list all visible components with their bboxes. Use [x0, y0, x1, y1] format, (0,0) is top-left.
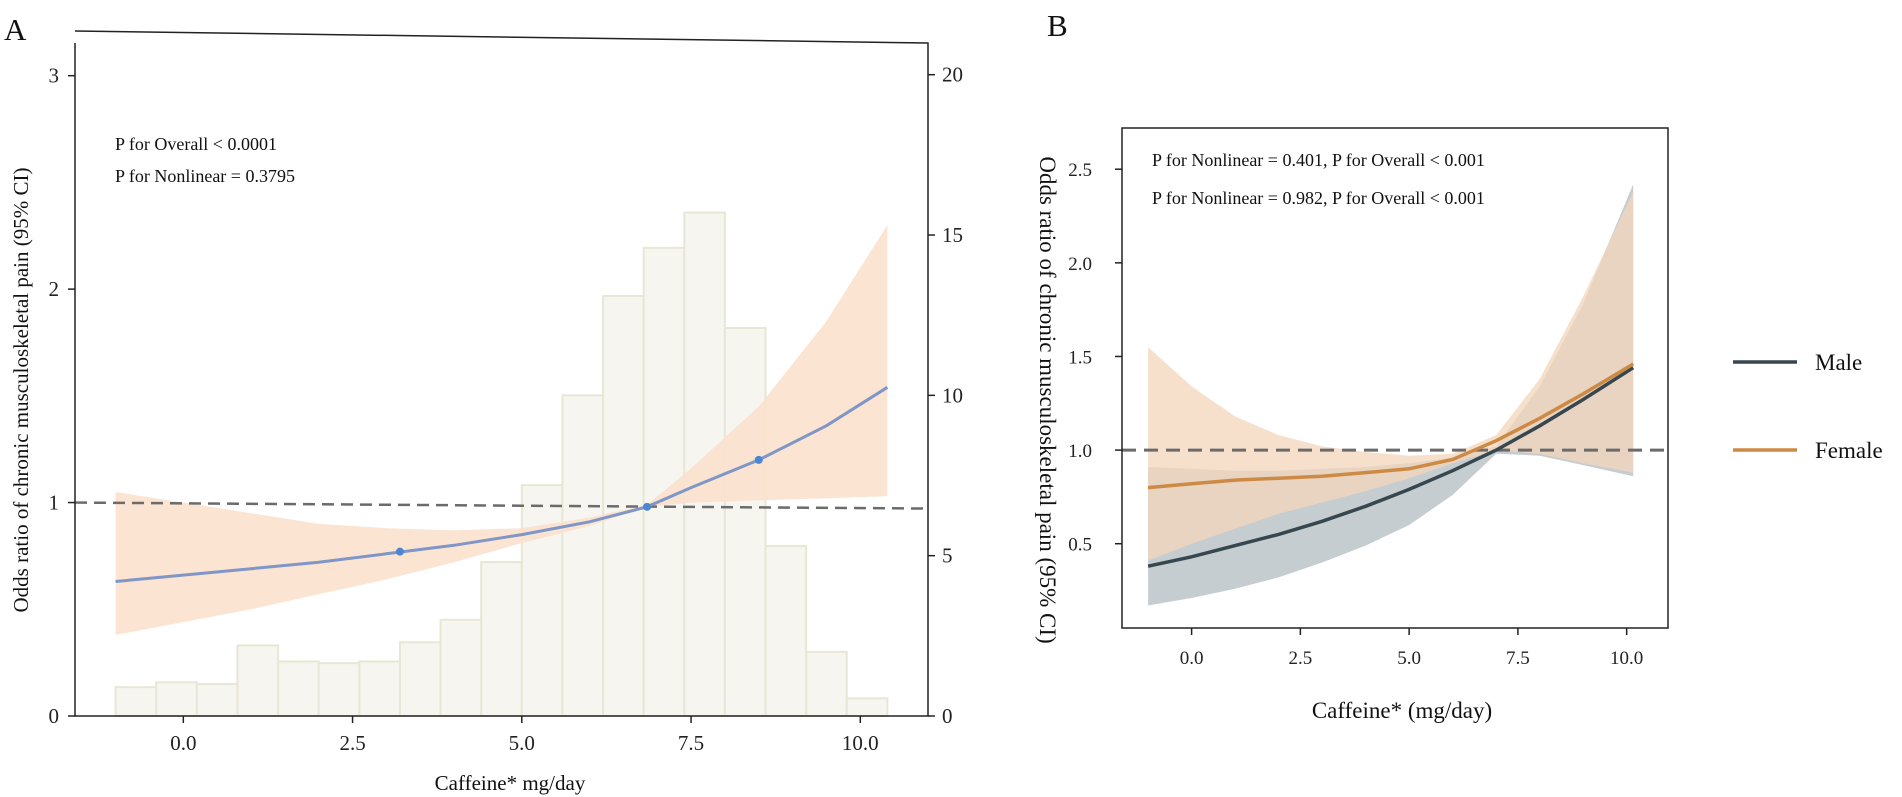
y-tick-label: 1 [49, 491, 60, 515]
panel-a-reference-line [74, 501, 929, 510]
panel-b: B 0.0 2.5 5.0 7.5 10.0 0.5 1.0 1.5 2.0 2.5 P for… [1035, 8, 1883, 723]
knot-point [754, 455, 763, 464]
histogram-bar [805, 650, 848, 717]
histogram-bar [845, 697, 889, 717]
histogram-bar [358, 660, 401, 718]
y-tick-label: 2 [49, 277, 60, 301]
panel-b-y-axis-label: Odds ratio of chronic musculoskeletal pa… [1035, 156, 1060, 643]
histogram-bar [277, 660, 320, 718]
histogram-bar [764, 545, 808, 717]
histogram-bar [723, 327, 767, 717]
series-line-female [1147, 362, 1635, 490]
series-line-male [1147, 366, 1635, 568]
panel-a-label: A [4, 12, 27, 47]
y2-tick-label: 10 [942, 383, 963, 407]
x-tick-label: 2.5 [1288, 648, 1312, 669]
panel-b-x-axis-label: Caffeine* (mg/day) [1312, 698, 1492, 723]
histogram-bar [439, 618, 483, 717]
legend-label-female: Female [1815, 438, 1883, 463]
y-tick-label: 3 [49, 64, 60, 88]
panel-b-axes [1121, 127, 1669, 629]
histogram-bar [195, 682, 239, 717]
y-tick-label: 1.0 [1068, 441, 1092, 462]
reference-line [74, 501, 929, 510]
x-tick-label: 0.0 [170, 731, 196, 755]
y-tick-label: 2.0 [1068, 254, 1092, 275]
y-tick-label: 2.5 [1068, 160, 1092, 181]
panel-b-x-ticks: 0.0 2.5 5.0 7.5 10.0 [1180, 628, 1643, 669]
plot-frame [1121, 127, 1669, 629]
histogram-bar [236, 644, 280, 717]
panel-b-label: B [1047, 8, 1068, 43]
y-tick-label: 0 [49, 704, 60, 728]
y-tick-label: 0.5 [1068, 535, 1092, 556]
ci-band-female [1148, 191, 1634, 561]
x-tick-label: 5.0 [1397, 648, 1421, 669]
panel-a-histogram [114, 211, 889, 718]
panel-b-ci-bands [1148, 184, 1634, 606]
panel-a-knots [395, 455, 763, 556]
histogram-bar [114, 686, 158, 718]
panel-a-y-axis-label: Odds ratio of chronic musculoskeletal pa… [9, 168, 33, 613]
panel-a-annotation-overall: P for Overall < 0.0001 [115, 134, 277, 154]
panel-a-x-ticks: 0.0 2.5 5.0 7.5 10.0 [170, 716, 879, 755]
knot-point [643, 502, 652, 511]
ci-band [115, 225, 888, 635]
panel-a-ci-band [115, 225, 888, 635]
y-tick-label: 1.5 [1068, 347, 1092, 368]
histogram-bar [561, 394, 605, 717]
panel-b-legend: Male Female [1733, 350, 1883, 463]
histogram-bar [398, 641, 442, 718]
histogram-bar [155, 681, 198, 718]
panel-b-y-ticks: 0.5 1.0 1.5 2.0 2.5 [1068, 160, 1122, 556]
legend-label-male: Male [1815, 350, 1862, 375]
x-tick-label: 7.5 [1506, 648, 1530, 669]
x-tick-label: 5.0 [509, 731, 535, 755]
panel-a-annotation-nonlinear: P for Nonlinear = 0.3795 [115, 166, 295, 186]
x-tick-label: 2.5 [339, 731, 365, 755]
knot-point [395, 547, 404, 556]
panel-a: A 0.0 2.5 5.0 7.5 10.0 0 1 2 3 0 5 10 15 20 P for O… [4, 12, 963, 795]
x-tick-label: 10.0 [1610, 648, 1643, 669]
x-tick-label: 10.0 [842, 731, 879, 755]
x-tick-label: 7.5 [678, 731, 704, 755]
histogram-bar [317, 662, 361, 718]
y2-tick-label: 15 [942, 223, 963, 247]
histogram-bar [480, 561, 523, 718]
panel-a-x-axis-label: Caffeine* mg/day [435, 771, 586, 795]
panel-b-annotation-male: P for Nonlinear = 0.401, P for Overall <… [1152, 150, 1485, 170]
x-tick-label: 0.0 [1180, 648, 1204, 669]
y2-tick-label: 5 [942, 544, 953, 568]
y2-tick-label: 0 [942, 704, 953, 728]
histogram-bar [520, 484, 564, 718]
panel-b-series [1147, 362, 1635, 568]
panel-b-annotation-female: P for Nonlinear = 0.982, P for Overall <… [1152, 188, 1485, 208]
panel-a-y-ticks: 0 1 2 3 [49, 64, 75, 728]
panel-a-y2-ticks: 0 5 10 15 20 [928, 63, 963, 728]
y2-tick-label: 20 [942, 63, 963, 87]
